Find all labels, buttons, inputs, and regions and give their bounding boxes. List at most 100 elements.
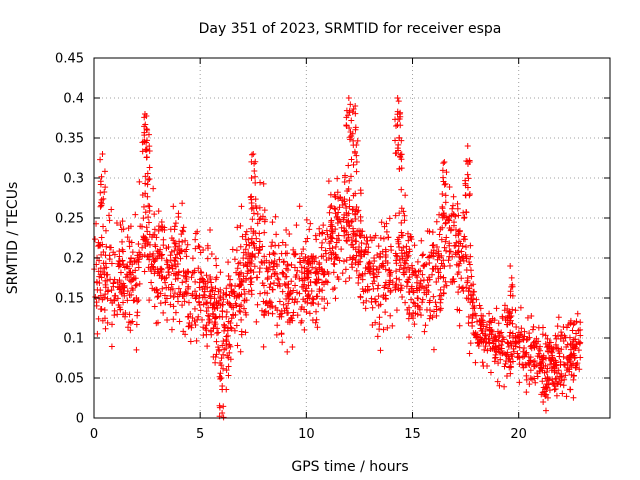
data-point [204, 245, 211, 252]
data-point [429, 229, 436, 236]
data-point [256, 230, 263, 237]
data-point [401, 265, 408, 272]
data-point [523, 389, 530, 396]
data-point [498, 329, 505, 336]
data-point [194, 316, 201, 323]
data-point [162, 299, 169, 306]
data-point [303, 216, 310, 223]
data-point [224, 332, 231, 339]
data-point [331, 205, 338, 212]
data-point [368, 237, 375, 244]
data-point [442, 278, 449, 285]
data-point [439, 203, 446, 210]
data-point [183, 273, 190, 280]
data-point [294, 312, 301, 319]
data-point [507, 370, 514, 377]
data-point [210, 325, 217, 332]
data-point [288, 278, 295, 285]
data-point [565, 356, 572, 363]
data-point [330, 269, 337, 276]
data-point [449, 202, 456, 209]
data-point [349, 217, 356, 224]
data-point [95, 243, 102, 250]
data-point [406, 334, 413, 341]
data-point [342, 172, 349, 179]
data-point [366, 259, 373, 266]
data-point [446, 184, 453, 191]
data-point [270, 260, 277, 267]
data-point [435, 275, 442, 282]
data-point [293, 289, 300, 296]
data-point [393, 307, 400, 314]
data-point [261, 253, 268, 260]
data-point [539, 331, 546, 338]
data-point [255, 250, 262, 257]
data-point [220, 338, 227, 345]
data-point [420, 277, 427, 284]
data-point [225, 372, 232, 379]
data-point [266, 251, 273, 258]
data-point [404, 306, 411, 313]
data-point [202, 325, 209, 332]
data-point [570, 360, 577, 367]
data-point [269, 310, 276, 317]
data-point [452, 242, 459, 249]
data-point [532, 379, 539, 386]
data-point [534, 373, 541, 380]
data-point [414, 258, 421, 265]
data-point [276, 298, 283, 305]
data-point [348, 173, 355, 180]
data-point [312, 279, 319, 286]
data-point [382, 248, 389, 255]
data-point [129, 318, 136, 325]
data-point [537, 368, 544, 375]
data-point [445, 257, 452, 264]
data-point [560, 361, 567, 368]
data-point [539, 378, 546, 385]
data-point [343, 212, 350, 219]
data-point [493, 348, 500, 355]
data-point [248, 205, 255, 212]
data-point [236, 271, 243, 278]
data-point [418, 237, 425, 244]
data-point [234, 265, 241, 272]
data-point [94, 330, 101, 337]
data-point [521, 344, 528, 351]
data-point [276, 280, 283, 287]
data-point [369, 322, 376, 329]
data-point [380, 235, 387, 242]
data-point [346, 134, 353, 141]
data-point [438, 260, 445, 267]
data-point [350, 206, 357, 213]
data-point [376, 326, 383, 333]
data-point [302, 275, 309, 282]
data-point [180, 328, 187, 335]
data-point [257, 215, 264, 222]
data-point [172, 220, 179, 227]
data-point [139, 192, 146, 199]
data-point [365, 249, 372, 256]
data-point [102, 252, 109, 259]
data-point [217, 370, 224, 377]
data-point [298, 264, 305, 271]
data-point [139, 148, 146, 155]
data-point [343, 114, 350, 121]
data-point [167, 292, 174, 299]
data-point [233, 322, 240, 329]
data-point [409, 271, 416, 278]
data-point [387, 269, 394, 276]
data-point [247, 281, 254, 288]
data-point [475, 334, 482, 341]
data-point [197, 276, 204, 283]
data-point [419, 296, 426, 303]
data-point [451, 278, 458, 285]
data-point [144, 127, 151, 133]
data-point [244, 263, 251, 270]
data-point [388, 247, 395, 254]
data-point [520, 348, 527, 355]
data-point [453, 261, 460, 268]
data-point [387, 312, 394, 319]
data-point [304, 235, 311, 242]
data-point [450, 211, 457, 218]
data-point [142, 237, 149, 244]
